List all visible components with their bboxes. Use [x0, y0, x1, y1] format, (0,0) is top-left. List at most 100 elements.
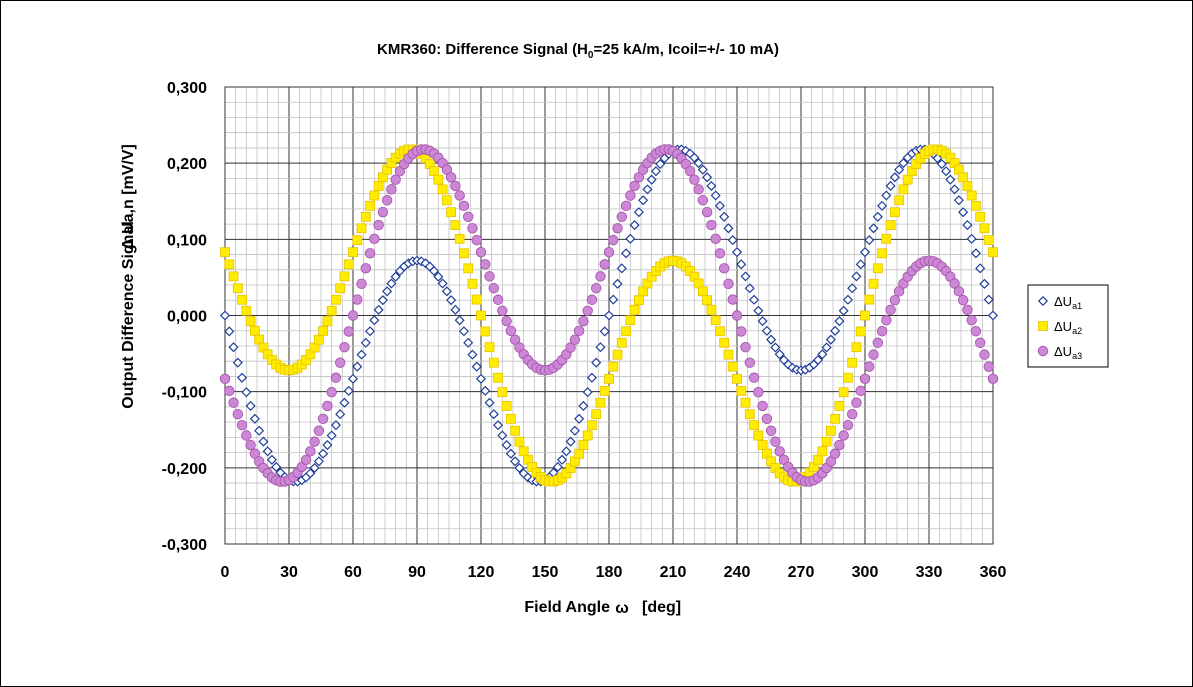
- data-point-a1: [322, 440, 333, 451]
- data-point-a1: [894, 164, 905, 175]
- data-point-a3: [326, 386, 337, 398]
- y-axis-label-line2: Δ Ua,n [mV/V]: [120, 144, 137, 250]
- x-tick-label: 180: [596, 564, 623, 581]
- data-point-a1: [855, 259, 866, 270]
- data-point-a1: [749, 294, 760, 305]
- data-point-a2: [621, 326, 631, 337]
- data-point-a1: [501, 440, 512, 451]
- data-point-a3: [484, 271, 495, 282]
- data-point-a3: [343, 326, 354, 337]
- x-tick-label: 120: [468, 564, 495, 581]
- data-point-a1: [390, 271, 401, 282]
- data-point-a3: [450, 180, 461, 192]
- data-point-a1: [958, 207, 969, 218]
- data-point-a1: [232, 357, 243, 368]
- data-point-a1: [817, 349, 828, 360]
- data-point-a2: [732, 373, 742, 384]
- data-point-a3: [586, 294, 598, 305]
- data-point-a3: [471, 234, 482, 246]
- data-point-a3: [454, 190, 465, 201]
- x-tick-label: 240: [724, 564, 751, 581]
- data-point-a1: [650, 166, 661, 177]
- data-point-a1: [330, 420, 341, 431]
- data-point-a1: [834, 316, 845, 327]
- data-point-a3: [629, 180, 640, 192]
- data-point-a1: [744, 283, 755, 294]
- data-point-a1: [552, 461, 563, 472]
- data-point-a2: [484, 342, 495, 353]
- y-tick-label: 0,000: [167, 309, 207, 326]
- data-point-a2: [860, 310, 870, 321]
- data-point-a2: [723, 349, 734, 360]
- data-point-a3: [855, 385, 866, 397]
- data-point-a1: [446, 295, 457, 306]
- data-point-a1: [877, 200, 888, 211]
- data-point-a3: [689, 174, 700, 185]
- data-point-a3: [497, 305, 508, 316]
- data-point-a1: [740, 271, 751, 282]
- data-point-a2: [463, 263, 474, 274]
- data-point-a1: [945, 174, 956, 185]
- data-point-a3: [591, 283, 602, 294]
- data-point-a1: [898, 158, 909, 169]
- data-point-a2: [608, 361, 619, 372]
- data-point-a1: [258, 436, 269, 447]
- data-point-a1: [591, 357, 602, 368]
- title-subscript: 0: [588, 50, 594, 61]
- data-point-a2: [958, 172, 969, 183]
- data-point-a2: [373, 181, 384, 191]
- data-point-a1: [932, 153, 943, 164]
- data-point-a1: [830, 325, 841, 336]
- data-point-a3: [578, 315, 589, 327]
- data-point-a1: [343, 385, 354, 396]
- data-point-a2: [830, 413, 841, 424]
- data-point-a2: [433, 174, 444, 185]
- data-point-a1: [382, 286, 393, 297]
- data-point-a3: [625, 190, 636, 201]
- data-point-a3: [381, 195, 393, 206]
- data-point-a2: [335, 283, 346, 294]
- data-point-a3: [975, 337, 986, 348]
- data-point-a3: [599, 259, 610, 270]
- x-tick-label: 210: [660, 564, 687, 581]
- x-tick-label: 30: [280, 564, 298, 581]
- data-point-a2: [348, 247, 358, 258]
- data-point-a3: [949, 278, 960, 289]
- data-point-a1: [608, 294, 619, 305]
- data-point-a3: [467, 223, 478, 234]
- data-point-a3: [219, 373, 231, 385]
- data-point-a3: [390, 174, 401, 185]
- data-point-a3: [445, 172, 457, 183]
- data-point-a3: [492, 294, 504, 305]
- data-point-a1: [510, 456, 521, 467]
- data-point-a2: [595, 397, 606, 408]
- legend-label-a3: ΔUa3: [1054, 344, 1082, 361]
- data-point-a3: [565, 342, 576, 353]
- data-point-a2: [459, 248, 469, 259]
- x-axis-symbol: ω: [615, 600, 629, 617]
- data-point-a3: [309, 436, 320, 447]
- data-point-a2: [988, 247, 998, 258]
- data-point-a2: [885, 220, 896, 230]
- data-point-a3: [300, 454, 312, 465]
- data-point-a1: [309, 462, 320, 473]
- data-point-a3: [475, 246, 487, 258]
- data-point-a2: [971, 200, 981, 211]
- data-point-a1: [825, 334, 836, 345]
- y-tick-label: 0,100: [167, 232, 207, 249]
- data-point-a3: [829, 448, 841, 459]
- data-point-a1: [514, 462, 525, 473]
- data-point-a2: [224, 259, 235, 270]
- data-point-a2: [599, 385, 610, 396]
- data-point-a3: [330, 372, 342, 383]
- data-point-a2: [979, 223, 990, 234]
- data-point-a2: [318, 325, 329, 336]
- data-point-a2: [587, 420, 597, 431]
- data-point-a3: [851, 397, 862, 408]
- y-tick-label: 0,300: [167, 80, 207, 97]
- data-point-a1: [953, 195, 964, 206]
- data-point-a2: [881, 233, 892, 244]
- data-point-a2: [757, 440, 768, 450]
- y-axis-label-line1: Output Difference Signal: [120, 221, 137, 409]
